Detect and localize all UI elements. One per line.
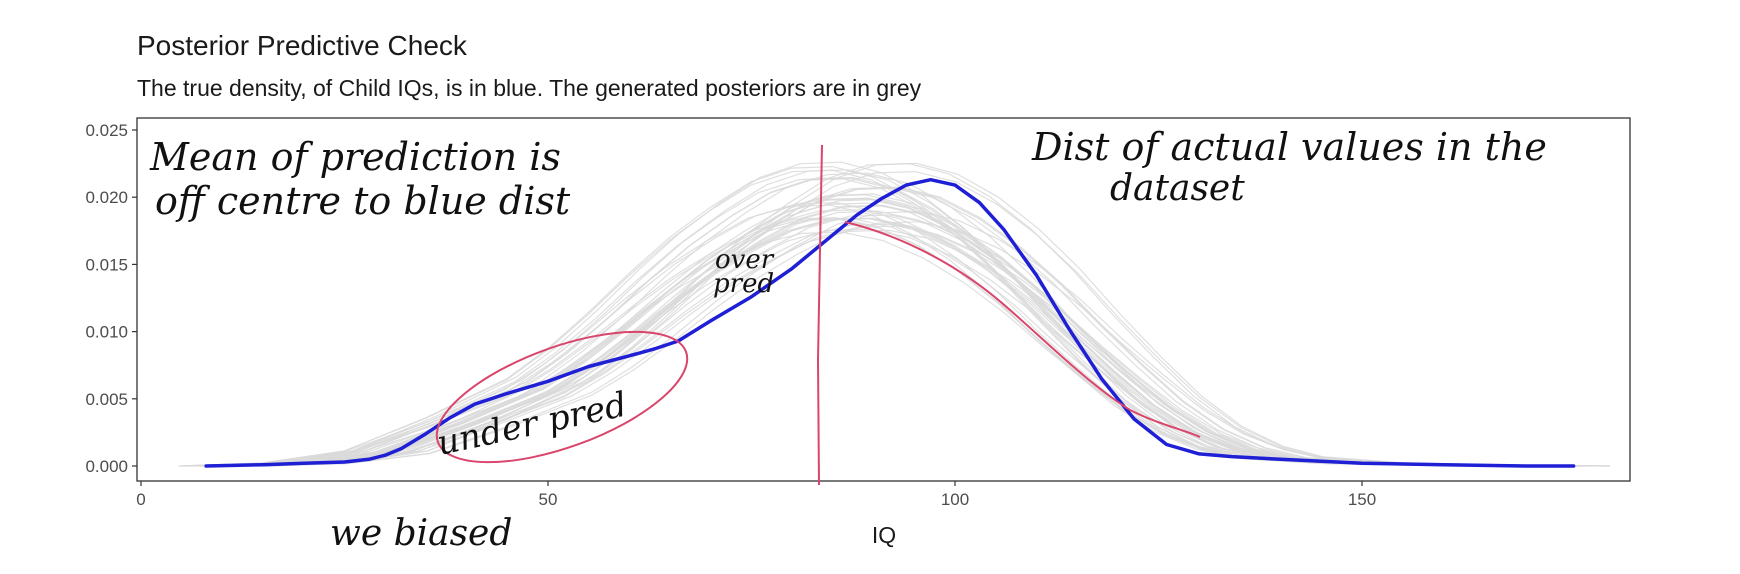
y-tick-label: 0.005: [85, 390, 128, 409]
x-axis-title: IQ: [872, 522, 896, 548]
y-tick-label: 0.015: [85, 255, 128, 274]
y-tick-label: 0.020: [85, 188, 128, 207]
posterior-draw-line: [207, 209, 1552, 467]
chart-title: Posterior Predictive Check: [137, 30, 467, 61]
annotation-layer: Mean of prediction is off centre to blue…: [149, 125, 1547, 554]
posterior-draw-line: [186, 218, 1530, 467]
under-pred-loop: [435, 330, 689, 464]
y-tick-label: 0.000: [85, 457, 128, 476]
posterior-draw-line: [217, 228, 1561, 467]
posterior-draw-line: [184, 217, 1528, 467]
annotation-over-line1: over: [715, 245, 775, 275]
observed-density: [204, 177, 1576, 468]
posterior-draw-line: [199, 217, 1543, 467]
posterior-draw-line: [246, 225, 1590, 467]
annotation-under: under pred: [434, 385, 631, 464]
posterior-draw-line: [181, 165, 1525, 467]
pen-curve: [844, 221, 1201, 438]
posterior-draws: [178, 161, 1611, 467]
posterior-draw-line: [264, 170, 1608, 467]
posterior-draw-line: [246, 187, 1590, 467]
posterior-draw-line: [178, 204, 1522, 467]
panel-border: [136, 117, 1631, 482]
x-tick-label: 50: [539, 490, 558, 509]
annotation-mean-line1: Mean of prediction is: [149, 135, 561, 179]
x-tick-label: 100: [941, 490, 969, 509]
posterior-draw-line: [217, 217, 1561, 467]
posterior-draw-line: [217, 202, 1561, 467]
observed-density-line: [204, 177, 1576, 468]
annotation-over-line2: pred: [713, 269, 774, 299]
y-tick-label: 0.025: [85, 121, 128, 140]
annotation-dist-line2: dataset: [1110, 168, 1245, 209]
posterior-draw-line: [188, 177, 1532, 467]
x-tick-label: 0: [136, 490, 145, 509]
annotation-biased: we biased: [330, 513, 512, 554]
posterior-draw-line: [199, 177, 1544, 467]
y-axis: 0.000 0.005 0.010 0.015 0.020 0.025: [85, 121, 137, 476]
y-tick-label: 0.010: [85, 323, 128, 342]
chart-subtitle: The true density, of Child IQs, is in bl…: [137, 75, 922, 101]
x-axis: 0 50 100 150: [136, 481, 1376, 509]
vertical-marker-line: [816, 144, 823, 486]
x-tick-label: 150: [1348, 490, 1376, 509]
annotation-mean-line2: off centre to blue dist: [155, 179, 571, 223]
annotation-dist-line1: Dist of actual values in the: [1031, 125, 1547, 169]
posterior-draw-line: [216, 172, 1560, 467]
posterior-draw-line: [231, 204, 1575, 467]
posterior-draw-line: [185, 202, 1529, 467]
